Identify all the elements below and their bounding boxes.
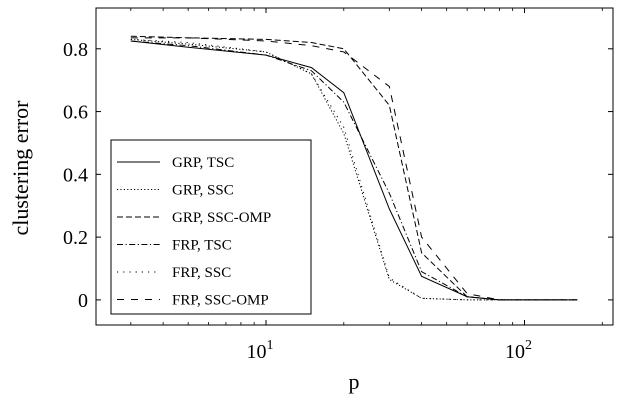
x-axis-label: p bbox=[349, 369, 360, 394]
series-line-6 bbox=[130, 37, 578, 301]
legend-label: GRP, SSC bbox=[172, 183, 234, 199]
legend-label: FRP, TSC bbox=[172, 238, 232, 254]
legend-label: GRP, SSC-OMP bbox=[172, 210, 271, 226]
plot-frame bbox=[95, 7, 614, 326]
x-tick-label: 101 bbox=[246, 338, 273, 363]
legend: GRP, TSC GRP, SSC GRP, SSC-OMP FRP, TSC FRP,… bbox=[110, 139, 312, 315]
y-tick-label: 0.4 bbox=[63, 164, 88, 186]
legend-label: FRP, SSC bbox=[172, 265, 231, 281]
y-tick-label: 0.6 bbox=[63, 102, 88, 124]
y-axis-label: clustering error bbox=[8, 100, 33, 236]
series-layer bbox=[130, 35, 578, 301]
y-tick-label: 0.2 bbox=[63, 227, 88, 249]
legend-box bbox=[110, 139, 312, 315]
x-tick-label: 102 bbox=[505, 338, 532, 363]
legend-label: GRP, TSC bbox=[172, 155, 234, 171]
legend-label: FRP, SSC-OMP bbox=[172, 293, 269, 309]
y-tick-label: 0 bbox=[78, 290, 88, 312]
ticks-layer: 0 0.2 0.4 0.6 0.8 101 102 bbox=[63, 8, 613, 363]
y-tick-label: 0.8 bbox=[63, 39, 88, 61]
series-line-4 bbox=[130, 40, 578, 301]
